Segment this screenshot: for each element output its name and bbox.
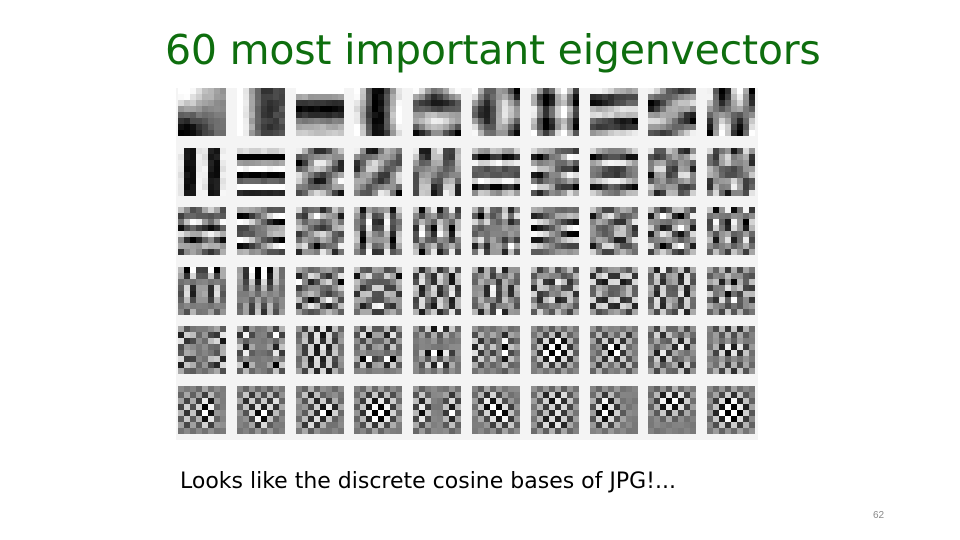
- eigenvector-patch: [589, 88, 638, 136]
- eigenvector-patch: [295, 386, 344, 434]
- eigenvector-patch: [295, 326, 344, 375]
- eigenvector-patch: [354, 207, 403, 256]
- slide-caption: Looks like the discrete cosine bases of …: [180, 469, 676, 494]
- eigenvector-patch: [413, 207, 462, 256]
- eigenvector-patch: [178, 88, 226, 136]
- eigenvector-patch: [472, 207, 520, 256]
- eigenvector-patch: [295, 207, 344, 256]
- eigenvector-patch: [707, 147, 756, 196]
- eigenvector-patch: [589, 266, 638, 315]
- eigenvector-patch: [413, 88, 462, 136]
- eigenvector-patch: [589, 147, 638, 196]
- eigenvector-patch: [354, 147, 403, 196]
- eigenvector-patch: [589, 386, 638, 434]
- eigenvector-patch: [648, 207, 697, 256]
- eigenvector-patch: [354, 266, 403, 315]
- eigenvector-patch: [530, 88, 579, 136]
- eigenvector-patch: [236, 207, 285, 256]
- eigenvector-patch: [472, 326, 520, 375]
- eigenvector-patch: [530, 326, 579, 375]
- eigenvector-patch: [530, 266, 579, 315]
- eigenvector-patch: [295, 147, 344, 196]
- eigenvector-patch: [707, 386, 756, 434]
- eigenvector-patch: [236, 386, 285, 434]
- eigenvector-patch: [178, 266, 226, 315]
- eigenvector-patch: [648, 386, 697, 434]
- eigenvector-patch: [413, 386, 462, 434]
- eigenvector-patch: [178, 386, 226, 434]
- eigenvector-patch: [413, 147, 462, 196]
- eigenvector-patch: [707, 207, 756, 256]
- eigenvector-patch: [707, 326, 756, 375]
- eigenvector-patch: [236, 147, 285, 196]
- eigenvector-patch: [236, 88, 285, 136]
- eigenvector-patch: [178, 207, 226, 256]
- eigenvector-grid-figure: [176, 88, 758, 440]
- eigenvector-patch: [472, 88, 520, 136]
- eigenvector-patch: [354, 326, 403, 375]
- eigenvector-patch: [295, 88, 344, 136]
- eigenvector-patch: [354, 386, 403, 434]
- eigenvector-patch: [354, 88, 403, 136]
- eigenvector-patch: [178, 147, 226, 196]
- eigenvector-patch: [472, 266, 520, 315]
- page-number: 62: [873, 510, 885, 521]
- eigenvector-patch: [295, 266, 344, 315]
- eigenvector-patch: [530, 147, 579, 196]
- eigenvector-patch: [589, 326, 638, 375]
- eigenvector-patch: [413, 326, 462, 375]
- eigenvector-patch: [707, 266, 756, 315]
- eigenvector-patch: [648, 326, 697, 375]
- eigenvector-patch: [236, 266, 285, 315]
- eigenvector-patch: [530, 386, 579, 434]
- eigenvector-patch: [648, 88, 697, 136]
- eigenvector-patch: [648, 147, 697, 196]
- eigenvector-patch: [178, 326, 226, 375]
- slide-title: 60 most important eigenvectors: [165, 26, 821, 74]
- eigenvector-patch: [707, 88, 756, 136]
- eigenvector-patch: [472, 386, 520, 434]
- eigenvector-patch: [413, 266, 462, 315]
- eigenvector-patch: [530, 207, 579, 256]
- eigenvector-patch: [236, 326, 285, 375]
- eigenvector-patch: [472, 147, 520, 196]
- eigenvector-patch: [589, 207, 638, 256]
- eigenvector-patch: [648, 266, 697, 315]
